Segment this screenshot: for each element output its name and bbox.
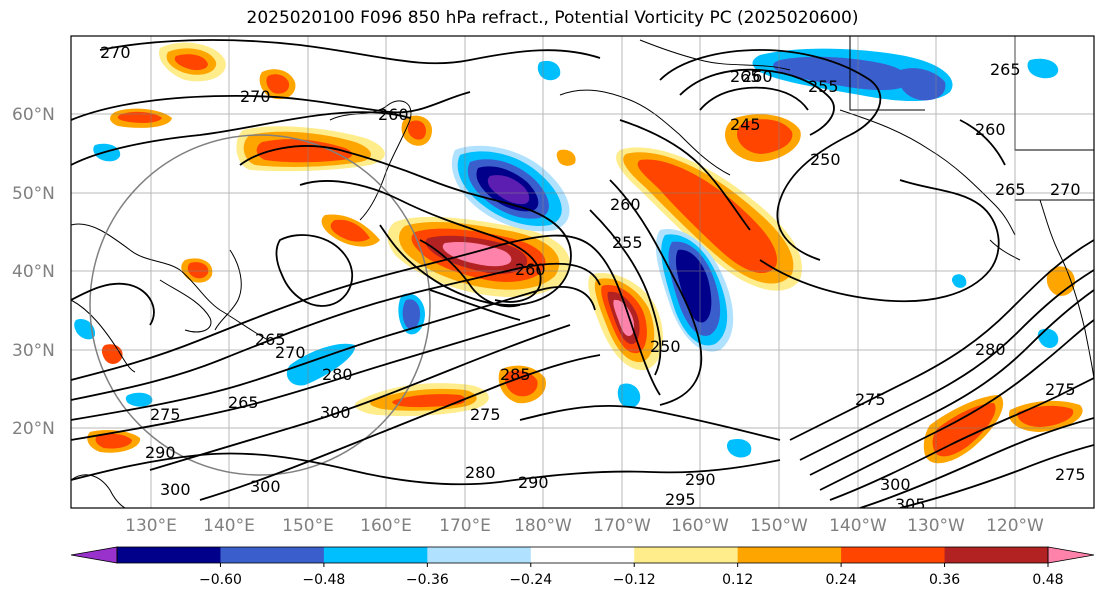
contour-label: 295 <box>665 490 696 509</box>
lon-label: 140°W <box>829 516 887 536</box>
longitude-labels: 130°E 140°E 150°E 160°E 170°E 180°W 170°… <box>125 516 1044 536</box>
lat-label: 50°N <box>12 184 55 204</box>
colorbar-swatch <box>841 547 946 563</box>
colorbar-tick-label: −0.12 <box>613 572 656 588</box>
contour-label: 255 <box>808 77 839 96</box>
lon-label: 130°W <box>907 516 965 536</box>
contour-label: 255 <box>612 233 643 252</box>
colorbar-tick-label: 0.24 <box>826 572 857 588</box>
lat-label: 20°N <box>12 419 55 439</box>
lat-label: 40°N <box>12 262 55 282</box>
map-frame <box>70 35 1095 509</box>
contour-label: 305 <box>895 495 926 514</box>
refractivity-contours <box>71 39 1094 508</box>
contour-label: 245 <box>730 115 761 134</box>
contour-label: 270 <box>100 43 131 62</box>
lon-label: 170°W <box>593 516 651 536</box>
contour-label: 290 <box>518 473 549 492</box>
contour-label: 280 <box>975 340 1006 359</box>
colorbar-tick-label: −0.36 <box>406 572 449 588</box>
contour-label: 300 <box>880 475 911 494</box>
colorbar-swatch <box>323 547 428 563</box>
colorbar-tick-label: 0.12 <box>722 572 753 588</box>
contour-label: 265 <box>255 330 286 349</box>
contour-labels: 270 270 260 265 260 255 265 245 250 260 … <box>100 43 1086 514</box>
colorbar-swatch <box>944 547 1049 563</box>
lon-label: 140°E <box>203 516 255 536</box>
contour-label: 290 <box>685 470 716 489</box>
contour-label: 265 <box>990 60 1021 79</box>
contour-label: 275 <box>470 405 501 424</box>
lon-label: 160°E <box>360 516 412 536</box>
colorbar-tick-label: 0.48 <box>1032 572 1063 588</box>
lon-label: 180°W <box>514 516 572 536</box>
gridlines <box>71 36 1094 508</box>
latitude-labels: 60°N 50°N 40°N 30°N 20°N <box>12 105 55 439</box>
colorbar-swatch <box>427 547 532 563</box>
contour-label: 280 <box>465 463 496 482</box>
lon-label: 170°E <box>439 516 491 536</box>
contour-label: 275 <box>855 390 886 409</box>
colorbar: −0.60 −0.48 −0.36 −0.24 −0.12 0.12 0.24 0.36 0.4… <box>70 546 1095 588</box>
map-title: 2025020100 F096 850 hPa refract., Potent… <box>246 8 859 28</box>
map-panel: 270 270 260 265 260 255 265 245 250 260 … <box>70 35 1095 514</box>
colorbar-swatch <box>530 547 635 563</box>
contour-label: 260 <box>975 120 1006 139</box>
contour-label: 260 <box>610 195 641 214</box>
contour-label: 300 <box>320 403 351 422</box>
lon-label: 130°E <box>125 516 177 536</box>
colorbar-tick-label: −0.24 <box>509 572 552 588</box>
contour-label: 250 <box>650 337 681 356</box>
contour-label: 275 <box>1055 465 1086 484</box>
contour-label: 280 <box>322 365 353 384</box>
contour-label: 275 <box>150 405 181 424</box>
colorbar-swatch <box>737 547 842 563</box>
colorbar-swatch <box>71 547 117 563</box>
colorbar-swatch <box>117 547 221 563</box>
contour-label: 300 <box>160 480 191 499</box>
lon-label: 120°W <box>986 516 1044 536</box>
lon-label: 160°W <box>671 516 729 536</box>
lon-label: 150°E <box>282 516 334 536</box>
contour-label: 275 <box>1045 380 1076 399</box>
contour-label: 270 <box>1050 180 1081 199</box>
contour-label: 270 <box>275 343 306 362</box>
contour-label: 285 <box>500 365 531 384</box>
colorbar-tick-label: 0.36 <box>929 572 960 588</box>
contour-label: 300 <box>250 477 281 496</box>
range-circle <box>89 134 431 476</box>
pv-shading <box>74 42 1083 464</box>
colorbar-swatch <box>220 547 325 563</box>
lon-label: 150°W <box>750 516 808 536</box>
lat-label: 30°N <box>12 341 55 361</box>
colorbar-tick-label: −0.48 <box>302 572 345 588</box>
contour-label: 290 <box>145 443 176 462</box>
contour-label: 250 <box>810 150 841 169</box>
contour-label: 260 <box>742 67 773 86</box>
colorbar-swatch <box>1048 547 1094 563</box>
colorbar-tick-label: −0.60 <box>199 572 242 588</box>
colorbar-swatch <box>634 547 739 563</box>
contour-label: 270 <box>240 87 271 106</box>
contour-label: 265 <box>228 393 259 412</box>
contour-label: 265 <box>995 180 1026 199</box>
coastlines <box>71 36 1094 508</box>
map-background <box>71 36 1094 508</box>
contour-label: 260 <box>515 260 546 279</box>
contour-label: 265 <box>730 67 761 86</box>
lat-label: 60°N <box>12 105 55 125</box>
contour-label: 260 <box>378 105 409 124</box>
